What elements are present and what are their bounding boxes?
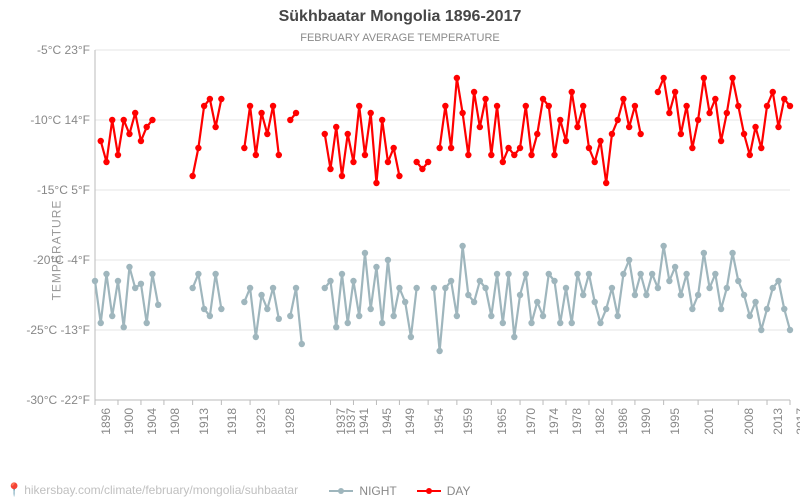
x-tick-label: 1970 xyxy=(524,408,538,435)
x-tick-label: 1995 xyxy=(668,408,682,435)
x-tick-label: 1965 xyxy=(495,408,509,435)
x-tick-label: 2001 xyxy=(702,408,716,435)
x-tick-label: 1913 xyxy=(197,408,211,435)
x-tick-label: 1928 xyxy=(283,408,297,435)
x-tick-label: 1978 xyxy=(570,408,584,435)
x-tick-label: 1918 xyxy=(225,408,239,435)
y-tick-label: -10°C 14°F xyxy=(1,113,90,127)
x-tick-label: 1896 xyxy=(99,408,113,435)
x-tick-label: 1990 xyxy=(639,408,653,435)
x-tick-label: 1949 xyxy=(403,408,417,435)
y-tick-label: -5°C 23°F xyxy=(1,43,90,57)
x-tick-label: 1908 xyxy=(168,408,182,435)
x-tick-label: 1982 xyxy=(593,408,607,435)
y-tick-label: -15°C 5°F xyxy=(1,183,90,197)
x-tick-label: 1954 xyxy=(432,408,446,435)
x-tick-label: 2013 xyxy=(771,408,785,435)
x-tick-label: 1904 xyxy=(145,408,159,435)
x-tick-label: 1986 xyxy=(616,408,630,435)
x-tick-label: 1959 xyxy=(461,408,475,435)
legend-item: DAY xyxy=(417,484,471,498)
x-ticks: 1896190019041908191319181923192819371937… xyxy=(0,408,800,468)
source-link[interactable]: 📍 hikersbay.com/climate/february/mongoli… xyxy=(6,482,298,498)
y-tick-label: -20°C -4°F xyxy=(1,253,90,267)
y-tick-label: -25°C -13°F xyxy=(1,323,90,337)
x-tick-label: 1941 xyxy=(357,408,371,435)
legend-item: NIGHT xyxy=(329,484,396,498)
chart-container: Sükhbaatar Mongolia 1896-2017 FEBRUARY A… xyxy=(0,0,800,500)
x-tick-label: 1945 xyxy=(380,408,394,435)
pin-icon: 📍 xyxy=(6,482,22,498)
legend-label: NIGHT xyxy=(359,484,396,498)
x-tick-label: 1900 xyxy=(122,408,136,435)
x-tick-label: 1923 xyxy=(254,408,268,435)
y-tick-label: -30°C -22°F xyxy=(1,393,90,407)
x-tick-label: 2017 xyxy=(794,408,800,435)
x-tick-label: 1974 xyxy=(547,408,561,435)
legend-label: DAY xyxy=(447,484,471,498)
source-url: hikersbay.com/climate/february/mongolia/… xyxy=(24,483,298,497)
x-tick-label: 2008 xyxy=(742,408,756,435)
